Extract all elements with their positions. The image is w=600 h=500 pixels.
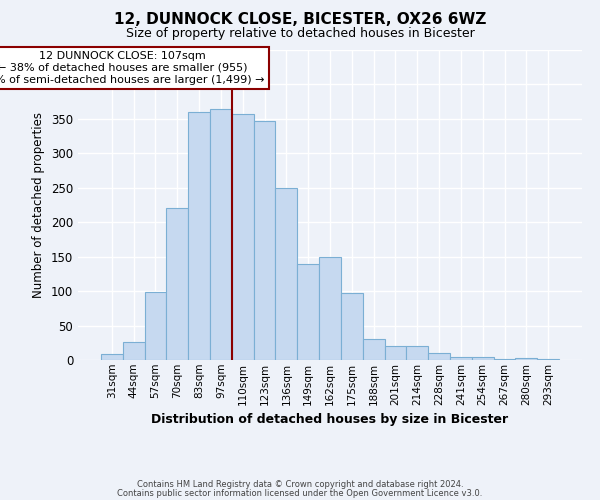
Bar [406,346,428,360]
Text: Size of property relative to detached houses in Bicester: Size of property relative to detached ho… [125,28,475,40]
Text: 12, DUNNOCK CLOSE, BICESTER, OX26 6WZ: 12, DUNNOCK CLOSE, BICESTER, OX26 6WZ [114,12,486,28]
Bar [472,356,494,360]
Bar [188,112,210,360]
Bar [210,108,232,360]
Bar [254,121,275,360]
Bar [232,114,254,360]
Bar [341,293,363,360]
Bar [363,340,385,360]
Bar [515,358,537,360]
Bar [297,264,319,360]
Bar [385,346,406,360]
Text: 12 DUNNOCK CLOSE: 107sqm
← 38% of detached houses are smaller (955)
60% of semi-: 12 DUNNOCK CLOSE: 107sqm ← 38% of detach… [0,52,265,84]
Y-axis label: Number of detached properties: Number of detached properties [32,112,46,298]
Bar [537,358,559,360]
Bar [275,188,297,360]
Bar [101,354,123,360]
Bar [145,292,166,360]
Text: Contains HM Land Registry data © Crown copyright and database right 2024.: Contains HM Land Registry data © Crown c… [137,480,463,489]
Bar [450,357,472,360]
Bar [123,342,145,360]
X-axis label: Distribution of detached houses by size in Bicester: Distribution of detached houses by size … [151,413,509,426]
Bar [319,258,341,360]
Bar [494,358,515,360]
Text: Contains public sector information licensed under the Open Government Licence v3: Contains public sector information licen… [118,488,482,498]
Bar [166,208,188,360]
Bar [428,353,450,360]
